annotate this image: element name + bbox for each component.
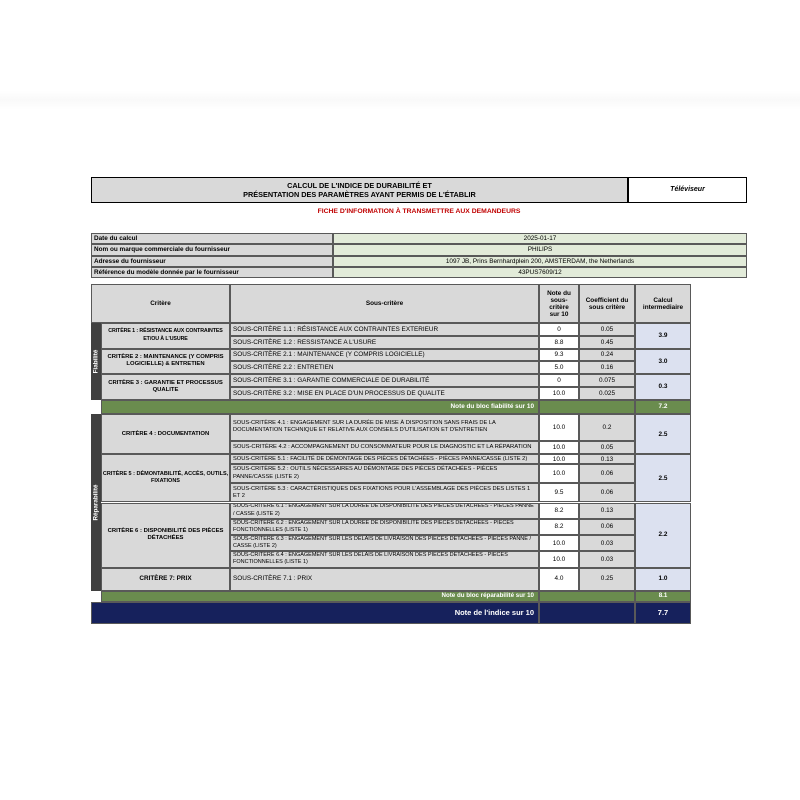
svg-text:Réparabilité: Réparabilité — [93, 484, 100, 521]
svg-text:Fiabilité: Fiabilité — [93, 349, 100, 373]
